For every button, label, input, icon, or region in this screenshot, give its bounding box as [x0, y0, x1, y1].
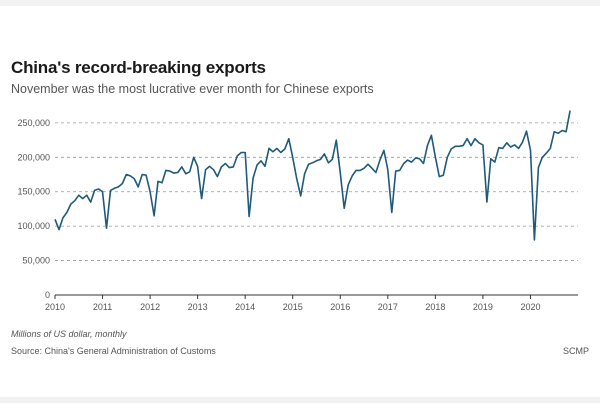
units-note: Millions of US dollar, monthly — [11, 329, 127, 339]
x-tick-label: 2015 — [283, 302, 303, 312]
gridlines — [55, 122, 578, 296]
x-tick-label: 2017 — [378, 302, 398, 312]
y-tick-label: 50,000 — [22, 256, 50, 266]
y-tick-label: 150,000 — [17, 187, 50, 197]
chart-subtitle: November was the most lucrative ever mon… — [11, 82, 374, 96]
series-layer — [54, 110, 571, 241]
x-tick-label: 2011 — [93, 302, 112, 312]
x-tick-label: 2016 — [330, 302, 350, 312]
x-tick-label: 2012 — [140, 302, 160, 312]
exports-series-line — [54, 110, 571, 241]
line-chart: 0 50,000 100,000 150,000 200,000 250,000 2010… — [17, 110, 578, 312]
y-tick-label: 250,000 — [17, 118, 50, 128]
y-axis-labels: 0 50,000 100,000 150,000 200,000 250,000 — [17, 118, 50, 300]
y-tick-label: 100,000 — [17, 221, 50, 231]
y-tick-label: 0 — [45, 290, 50, 300]
x-tick-label: 2018 — [425, 302, 445, 312]
x-tick-label: 2020 — [520, 302, 540, 312]
x-tick-label: 2019 — [473, 302, 493, 312]
x-tick-label: 2010 — [45, 302, 65, 312]
x-axis: 2010 2011 2012 2013 2014 2015 2016 2017 2018 2019… — [45, 295, 540, 312]
x-tick-label: 2014 — [235, 302, 255, 312]
y-tick-label: 200,000 — [17, 152, 50, 162]
publisher-credit: SCMP — [562, 346, 589, 356]
x-tick-label: 2013 — [188, 302, 208, 312]
chart-title: China's record-breaking exports — [11, 58, 266, 77]
source-note: Source: China's General Administration o… — [11, 346, 216, 356]
